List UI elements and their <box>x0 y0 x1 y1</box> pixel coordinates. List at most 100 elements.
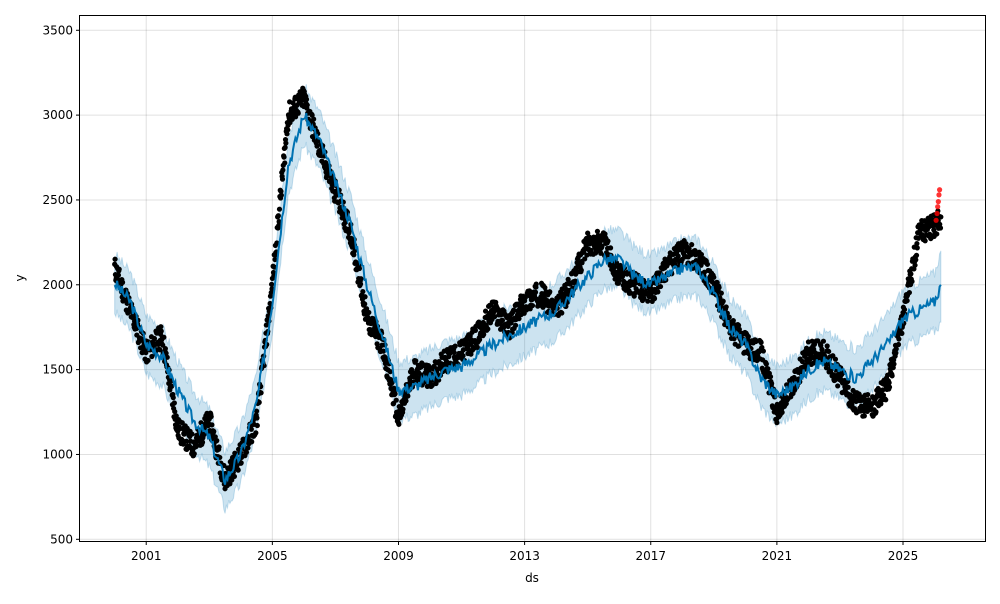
actual-point <box>578 267 584 273</box>
actual-point <box>227 481 233 487</box>
actual-point <box>216 444 222 450</box>
actual-point <box>826 348 832 355</box>
actual-point <box>362 294 368 300</box>
actual-point <box>405 393 411 399</box>
actual-point <box>323 159 329 166</box>
actual-point <box>452 343 458 349</box>
actual-point <box>914 245 920 251</box>
actual-point <box>209 422 215 428</box>
actual-point <box>539 291 545 297</box>
actual-point <box>145 357 151 364</box>
actual-point <box>893 350 899 356</box>
actual-point <box>847 392 854 398</box>
actual-point <box>304 102 310 108</box>
new-actual-point <box>935 199 941 205</box>
actual-point <box>922 238 928 244</box>
actual-point <box>151 335 158 342</box>
actual-point <box>314 143 320 149</box>
actual-point <box>403 398 409 404</box>
actual-point <box>451 349 457 355</box>
actual-point <box>726 314 732 320</box>
actual-point <box>720 298 726 304</box>
actual-point <box>765 366 771 372</box>
actual-point <box>522 294 528 301</box>
actual-point <box>891 357 897 363</box>
actual-point <box>191 451 197 457</box>
actual-point <box>280 167 286 173</box>
y-tick-label: 2000 <box>42 278 73 292</box>
actual-point <box>472 327 479 333</box>
actual-point <box>303 96 310 102</box>
actual-point <box>162 346 168 352</box>
actual-point <box>253 408 260 414</box>
actual-point <box>698 251 705 258</box>
actual-point <box>799 358 806 365</box>
y-tick-label: 500 <box>50 532 73 546</box>
actual-point <box>199 439 206 445</box>
new-actual-points <box>933 187 943 223</box>
actual-point <box>760 348 766 354</box>
actual-point <box>278 192 284 198</box>
actual-point <box>736 343 742 349</box>
actual-point <box>904 298 910 304</box>
actual-point <box>356 265 363 272</box>
x-tick-label: 2005 <box>257 549 288 563</box>
actual-point <box>508 320 514 326</box>
y-tick-label: 1500 <box>42 363 73 377</box>
actual-point <box>730 317 736 324</box>
actual-point <box>820 338 827 344</box>
actual-point <box>513 322 519 328</box>
actual-point <box>505 323 511 329</box>
actual-point <box>529 302 536 309</box>
actual-point <box>711 274 717 280</box>
actual-point <box>380 348 387 354</box>
actual-point <box>824 343 830 349</box>
actual-point <box>183 438 189 444</box>
actual-point <box>172 408 178 415</box>
actual-point <box>779 409 785 415</box>
actual-point <box>823 365 830 371</box>
actual-point <box>689 242 695 248</box>
actual-point <box>533 281 539 287</box>
x-tick-label: 2013 <box>509 549 540 563</box>
actual-point <box>119 279 126 285</box>
actual-point <box>468 351 474 357</box>
y-tick-label: 2500 <box>42 193 73 207</box>
actual-point <box>290 100 296 106</box>
actual-point <box>499 317 506 324</box>
actual-point <box>248 426 254 432</box>
actual-point <box>886 380 892 386</box>
actual-point <box>169 383 175 389</box>
actual-point <box>387 369 393 375</box>
actual-point <box>272 256 278 263</box>
actual-point <box>279 176 286 182</box>
actual-point <box>208 414 214 420</box>
actual-point <box>878 401 884 407</box>
actual-point <box>934 231 940 237</box>
actual-point <box>491 314 498 320</box>
actual-point <box>474 344 480 350</box>
actual-point <box>896 336 902 342</box>
actual-point <box>254 415 260 421</box>
actual-point <box>675 253 681 259</box>
actual-point <box>158 324 164 330</box>
actual-point <box>283 140 289 146</box>
actual-point <box>598 250 604 256</box>
actual-point <box>542 284 548 291</box>
actual-point <box>774 420 780 426</box>
actual-point <box>171 400 177 406</box>
actual-point <box>362 301 368 307</box>
actual-point <box>392 391 398 397</box>
actual-point <box>769 380 775 387</box>
actual-point <box>295 110 301 116</box>
actual-point <box>908 271 914 277</box>
new-actual-point <box>933 217 939 223</box>
actual-point <box>803 345 810 351</box>
actual-point <box>116 266 122 272</box>
actual-point <box>396 421 402 427</box>
actual-point <box>657 283 664 290</box>
actual-point <box>400 406 406 412</box>
actual-point <box>655 289 661 295</box>
actual-point <box>937 225 944 231</box>
